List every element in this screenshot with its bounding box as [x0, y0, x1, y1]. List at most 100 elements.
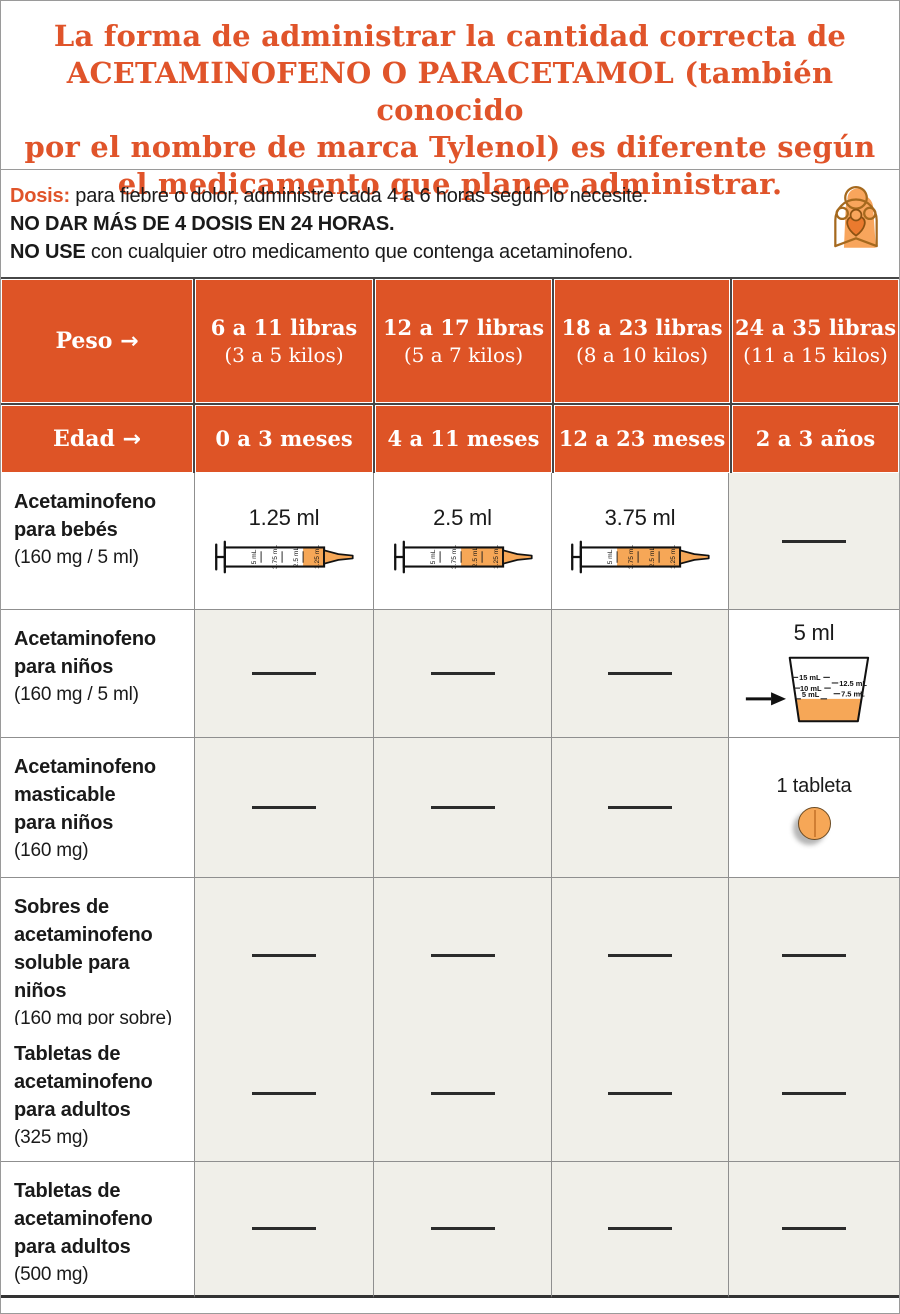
- row-label: Acetaminofeno para bebés (160 mg / 5 ml): [1, 473, 195, 610]
- weight-label: Peso: [55, 328, 113, 354]
- not-applicable-cell: [195, 610, 374, 738]
- dash-mark: [252, 1091, 316, 1095]
- dose-cell: 2.5 ml 5 mL 3.75 mL 2.5 mL 1.25 mL: [374, 473, 552, 610]
- page-title: La forma de administrar la cantidad corr…: [1, 1, 899, 201]
- dash-mark: [608, 1091, 672, 1095]
- parent-and-child-logo-icon: [834, 185, 878, 248]
- medicine-name: para niños: [14, 812, 114, 834]
- dash-mark: [782, 954, 846, 957]
- weight-row-header: Peso →: [1, 279, 193, 403]
- table-row-chewable: Acetaminofeno masticable para niños (160…: [1, 738, 899, 878]
- dash-mark: [430, 806, 495, 809]
- svg-text:5 mL: 5 mL: [607, 549, 614, 564]
- dose-value: 3.75 ml: [604, 504, 676, 530]
- not-applicable-cell: [374, 610, 552, 738]
- oral-syringe-icon: 5 mL 3.75 mL 2.5 mL 1.25 mL: [393, 540, 533, 573]
- weight-kilos: (8 a 10 kilos): [576, 342, 708, 367]
- title-line: La forma de administrar la cantidad corr…: [53, 19, 847, 53]
- svg-text:2.5 mL: 2.5 mL: [293, 546, 300, 567]
- age-range: 12 a 23 meses: [558, 426, 726, 451]
- age-row-header: Edad →: [1, 405, 193, 473]
- table-row-adult-325: Tabletas de acetaminofeno para adultos (…: [1, 1025, 899, 1162]
- age-col-4: 2 a 3 años: [732, 405, 899, 473]
- weight-col-4: 24 a 35 libras (11 a 15 kilos): [732, 279, 899, 403]
- table-row-infant-liquid: Acetaminofeno para bebés (160 mg / 5 ml)…: [1, 473, 899, 610]
- not-applicable-cell: [552, 1025, 729, 1162]
- row-label: Tabletas de acetaminofeno para adultos (…: [1, 1162, 195, 1298]
- svg-text:1.25 mL: 1.25 mL: [314, 544, 321, 568]
- medicine-name: Acetaminofeno: [14, 491, 156, 513]
- dash-mark: [430, 672, 495, 675]
- svg-text:2.5 mL: 2.5 mL: [649, 546, 656, 567]
- not-applicable-cell: [729, 473, 899, 610]
- medicine-name: Acetaminofeno: [14, 628, 156, 650]
- dash-mark: [430, 954, 495, 957]
- dash-mark: [430, 1091, 495, 1095]
- medicine-name: para niños: [14, 656, 114, 678]
- svg-text:7.5 mL: 7.5 mL: [841, 689, 865, 698]
- dash-mark: [252, 672, 316, 675]
- medicine-strength: (325 mg): [14, 1127, 89, 1148]
- medicine-strength: (160 mg / 5 ml): [14, 547, 139, 568]
- dash-mark: [782, 539, 846, 543]
- title-line: por el nombre de marca Tylenol) es difer…: [24, 130, 876, 164]
- medicine-name: Sobres de: [14, 896, 109, 918]
- not-applicable-cell: [552, 878, 729, 1034]
- dash-mark: [252, 1227, 316, 1230]
- medicine-name: acetaminofeno: [14, 1208, 153, 1230]
- medicine-name: masticable: [14, 784, 116, 806]
- weight-range: 18 a 23 libras: [561, 314, 723, 340]
- organization-logo: [825, 184, 887, 261]
- medicine-name: soluble para niños: [14, 952, 130, 1002]
- weight-range: 6 a 11 libras: [210, 314, 358, 340]
- dose-value: 1.25 ml: [248, 504, 320, 530]
- svg-text:1.25 mL: 1.25 mL: [670, 544, 677, 568]
- medicine-name: acetaminofeno: [14, 924, 153, 946]
- svg-text:3.75 mL: 3.75 mL: [450, 544, 457, 568]
- dose-value: 2.5 ml: [433, 504, 492, 530]
- oral-syringe-icon: 5 mL 3.75 mL 2.5 mL 1.25 mL: [215, 540, 354, 573]
- oral-syringe-icon: 5 mL 3.75 mL 2.5 mL 1.25 mL: [571, 540, 710, 573]
- dose-cell: 1.25 ml 5 mL 3.75 mL 2.5 mL 1.25 mL: [195, 473, 374, 610]
- dash-mark: [608, 806, 672, 809]
- medicine-strength: (160 mg / 5 ml): [14, 684, 139, 705]
- dose-cell: 1 tableta: [729, 738, 899, 878]
- row-label: Sobres de acetaminofeno soluble para niñ…: [1, 878, 195, 1034]
- age-range: 0 a 3 meses: [215, 426, 353, 451]
- age-range: 2 a 3 años: [755, 426, 876, 451]
- right-arrow-icon: →: [122, 427, 141, 452]
- tablet-icon: [797, 807, 831, 840]
- not-applicable-cell: [729, 1025, 899, 1162]
- age-range: 4 a 11 meses: [387, 426, 540, 451]
- table-row-children-liquid: Acetaminofeno para niños (160 mg / 5 ml)…: [1, 610, 899, 738]
- svg-text:3.75 mL: 3.75 mL: [628, 544, 635, 568]
- not-applicable-cell: [374, 1162, 552, 1298]
- weight-col-2: 12 a 17 libras (5 a 7 kilos): [375, 279, 552, 403]
- not-applicable-cell: [729, 878, 899, 1034]
- medicine-name: Tabletas de: [14, 1043, 121, 1065]
- age-col-2: 4 a 11 meses: [375, 405, 552, 473]
- svg-text:5 mL: 5 mL: [251, 549, 258, 564]
- row-label: Acetaminofeno masticable para niños (160…: [1, 738, 195, 878]
- dash-mark: [782, 1227, 846, 1230]
- medicine-name: para adultos: [14, 1236, 131, 1258]
- svg-text:5 mL: 5 mL: [429, 549, 436, 564]
- medicine-name: para adultos: [14, 1099, 131, 1121]
- dash-mark: [608, 954, 672, 957]
- right-arrow-icon: →: [120, 329, 139, 354]
- dosage-warning-combination: NO USE con cualquier otro medicamento qu…: [10, 238, 789, 266]
- table-header: Peso → 6 a 11 libras (3 a 5 kilos) 12 a 1…: [1, 277, 899, 473]
- dosage-label: Dosis:: [10, 185, 70, 207]
- medicine-name: para bebés: [14, 519, 118, 541]
- dosage-intro: para fiebre o dolor, administre cada 4 a…: [69, 185, 648, 207]
- medicine-strength: (160 mg por sobre): [14, 1008, 172, 1029]
- not-applicable-cell: [552, 610, 729, 738]
- dash-mark: [782, 1091, 846, 1095]
- svg-text:3.75 mL: 3.75 mL: [272, 544, 279, 568]
- not-applicable-cell: [374, 878, 552, 1034]
- dose-cell: 5 ml 15 mL 12.5 mL 10 mL 7.5 mL 5 mL: [729, 610, 899, 738]
- medicine-strength: (160 mg): [14, 840, 89, 861]
- dash-mark: [252, 954, 316, 957]
- weight-range: 12 a 17 libras: [382, 314, 545, 340]
